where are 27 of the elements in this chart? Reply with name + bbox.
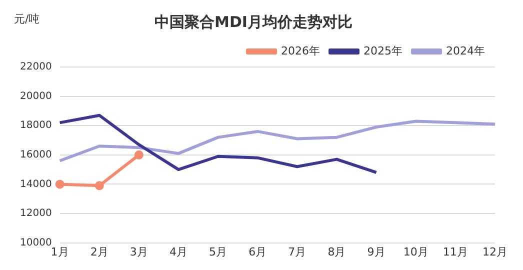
- x-tick-label: 6月: [248, 245, 267, 258]
- chart-title: 中国聚合MDI月均价走势对比: [154, 12, 352, 31]
- x-tick-label: 9月: [367, 245, 386, 258]
- x-tick-label: 12月: [482, 245, 508, 258]
- point: [134, 150, 144, 160]
- x-tick-label: 4月: [170, 245, 188, 258]
- x-tick-label: 5月: [209, 245, 228, 258]
- legend-label: 2026年: [281, 44, 320, 58]
- x-tick-label: 10月: [403, 245, 428, 258]
- y-tick-label: 10000: [20, 237, 52, 248]
- y-tick-label: 14000: [20, 178, 52, 190]
- y-tick-label: 18000: [20, 120, 52, 132]
- y-tick-label: 12000: [20, 208, 52, 220]
- x-tick-label: 3月: [130, 245, 148, 258]
- x-tick-label: 7月: [288, 245, 306, 258]
- point: [94, 181, 104, 190]
- x-tick-label: 8月: [328, 245, 346, 258]
- x-tick-label: 1月: [50, 245, 69, 258]
- point: [55, 180, 64, 189]
- legend-label: 2024年: [446, 44, 486, 58]
- y-tick-label: 16000: [20, 149, 52, 160]
- x-tick-label: 11月: [442, 245, 468, 258]
- y-tick-label: 22000: [20, 62, 52, 73]
- legend-label: 2025年: [364, 44, 403, 58]
- y-axis-title: 元/吨: [14, 12, 40, 26]
- x-tick-label: 2月: [90, 245, 108, 258]
- y-tick-label: 20000: [20, 90, 52, 102]
